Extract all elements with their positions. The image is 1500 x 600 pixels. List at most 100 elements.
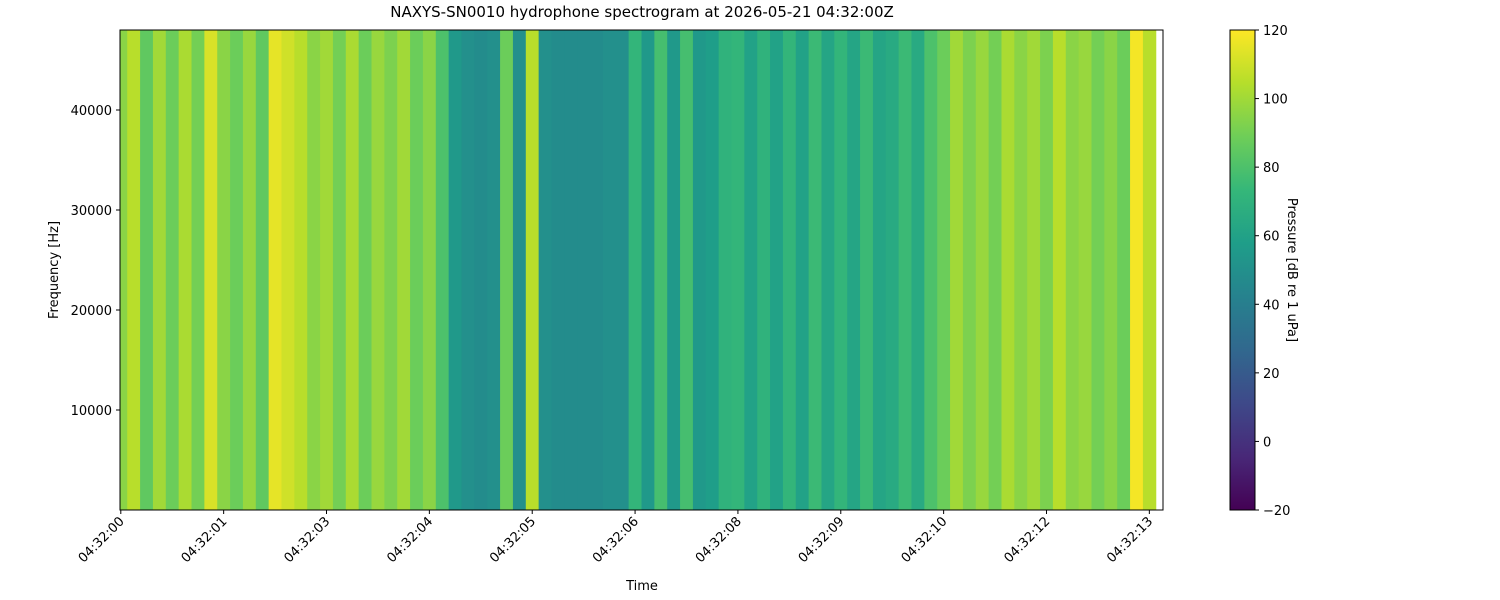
spectrogram-column: [937, 30, 951, 510]
spectrogram-column: [872, 30, 887, 510]
spectrogram-column: [1142, 30, 1157, 510]
colorbar-tick-label: 60: [1263, 230, 1280, 245]
spectrogram-column: [834, 30, 848, 510]
spectrogram-column: [731, 30, 745, 510]
spectrogram-column: [487, 30, 501, 510]
spectrogram-column: [1052, 30, 1067, 510]
spectrogram-column: [371, 30, 385, 510]
spectrogram-column: [950, 30, 964, 510]
spectrogram-column: [654, 30, 668, 510]
colorbar-tick-label: 20: [1263, 367, 1280, 382]
colorbar-tick-label: 80: [1263, 161, 1280, 176]
spectrogram-column: [551, 30, 565, 510]
spectrogram-column: [602, 30, 617, 510]
spectrogram-column: [474, 30, 488, 510]
x-tick-label: 04:32:10: [899, 514, 951, 566]
spectrogram-column: [332, 30, 347, 510]
spectrogram-column: [975, 30, 990, 510]
spectrogram-column: [795, 30, 810, 510]
spectrogram-column: [525, 30, 540, 510]
spectrogram-column: [1117, 30, 1131, 510]
spectrogram-column: [770, 30, 784, 510]
spectrogram-column: [705, 30, 720, 510]
x-tick-label: 04:32:00: [76, 514, 128, 566]
spectrogram-column: [1065, 30, 1080, 510]
spectrogram-column: [1001, 30, 1015, 510]
spectrogram-column: [345, 30, 360, 510]
spectrogram-column: [1078, 30, 1092, 510]
spectrogram-column: [384, 30, 398, 510]
x-tick-label: 04:32:01: [179, 514, 231, 566]
spectrogram-column: [461, 30, 475, 510]
plot-frame: [119, 29, 1164, 511]
colorbar-label: Pressure [dB re 1 uPa]: [1284, 198, 1299, 342]
spectrogram-column: [885, 30, 900, 510]
spectrogram-column: [744, 30, 758, 510]
spectrogram-column: [667, 30, 681, 510]
y-tick-label: 20000: [71, 304, 112, 319]
spectrogram-column: [718, 30, 732, 510]
spectrogram-column: [641, 30, 655, 510]
spectrogram-column: [178, 30, 193, 510]
spectrogram-column: [1040, 30, 1054, 510]
spectrogram-column: [165, 30, 180, 510]
spectrogram-column: [1027, 30, 1041, 510]
x-tick-label: 04:32:04: [384, 514, 436, 566]
spectrogram-column: [1104, 30, 1118, 510]
spectrogram-column: [1091, 30, 1105, 510]
x-tick-label: 04:32:05: [487, 514, 539, 566]
colorbar-tick-label: 0: [1263, 435, 1271, 450]
spectrogram-column: [590, 30, 604, 510]
x-axis-label: Time: [625, 579, 658, 594]
spectrogram-column: [397, 30, 411, 510]
spectrogram-column: [358, 30, 373, 510]
x-tick-label: 04:32:12: [1001, 514, 1053, 566]
spectrogram-column: [821, 30, 835, 510]
y-tick-label: 30000: [71, 204, 112, 219]
spectrogram-column: [217, 30, 231, 510]
spectrogram-column: [307, 30, 321, 510]
y-tick-label: 40000: [71, 104, 112, 119]
x-tick-label: 04:32:09: [796, 514, 848, 566]
x-tick-label: 04:32:03: [281, 514, 333, 566]
colorbar-tick-label: 40: [1263, 298, 1280, 313]
y-tick-label: 10000: [71, 404, 112, 419]
spectrogram-column: [808, 30, 822, 510]
colorbar-tick-label: 100: [1263, 93, 1288, 108]
spectrogram-column: [191, 30, 205, 510]
spectrogram-column: [140, 30, 154, 510]
plot-area: [120, 30, 1157, 510]
spectrogram-column: [924, 30, 938, 510]
spectrogram-column: [1014, 30, 1028, 510]
spectrogram-column: [1130, 30, 1144, 510]
spectrogram-column: [435, 30, 450, 510]
spectrogram-column: [242, 30, 257, 510]
colorbar-tick-label: −20: [1263, 504, 1290, 519]
x-tick-label: 04:32:06: [590, 514, 642, 566]
spectrogram-column: [204, 30, 218, 510]
spectrogram-column: [320, 30, 334, 510]
spectrogram-column: [500, 30, 514, 510]
x-tick-label: 04:32:08: [693, 514, 745, 566]
spectrogram-column: [230, 30, 244, 510]
spectrogram-column: [152, 30, 167, 510]
spectrogram-column: [988, 30, 1002, 510]
colorbar-tick-label: 120: [1263, 24, 1288, 39]
spectrogram-column: [911, 30, 925, 510]
spectrogram-column: [268, 30, 283, 510]
x-tick-label: 04:32:13: [1104, 514, 1156, 566]
spectrogram-column: [120, 30, 128, 510]
spectrogram-column: [692, 30, 707, 510]
spectrogram-column: [281, 30, 295, 510]
spectrogram-column: [757, 30, 771, 510]
spectrogram-column: [680, 30, 694, 510]
spectrogram-column: [410, 30, 424, 510]
spectrogram-column: [564, 30, 578, 510]
spectrogram-column: [422, 30, 437, 510]
spectrogram-column: [615, 30, 630, 510]
spectrogram-column: [847, 30, 861, 510]
spectrogram-column: [512, 30, 527, 510]
spectrogram-column: [294, 30, 308, 510]
chart-title: NAXYS-SN0010 hydrophone spectrogram at 2…: [390, 3, 894, 21]
